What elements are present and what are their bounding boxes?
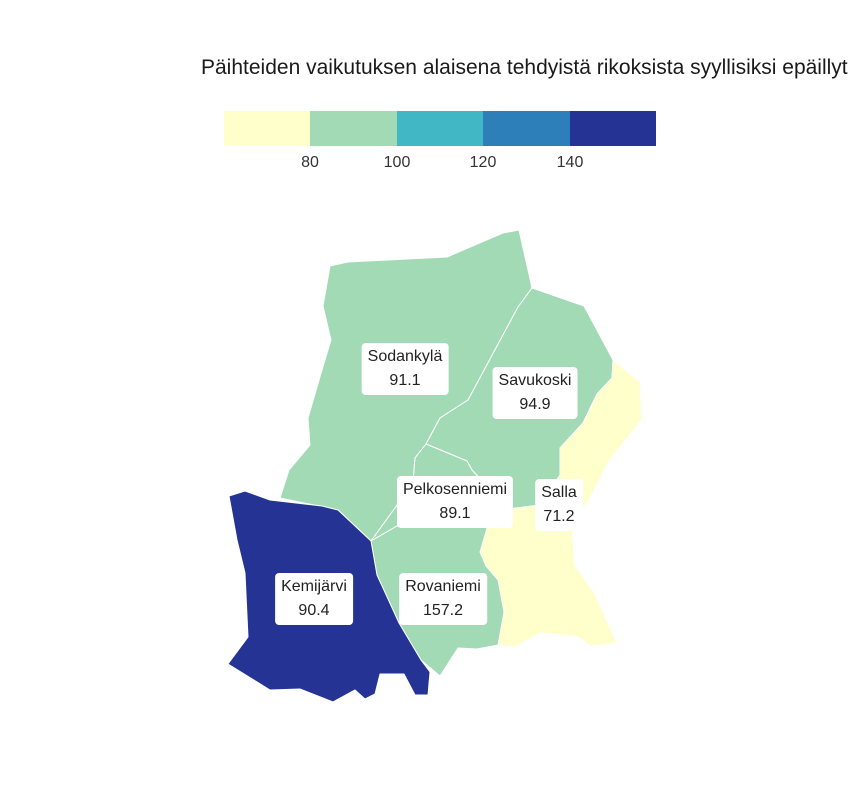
region-name: Pelkosenniemi [402,481,508,498]
label-salla: Salla 71.2 [535,479,583,531]
legend-swatch-2 [310,111,397,146]
color-legend [224,111,656,146]
region-value: 91.1 [389,372,421,389]
region-value: 157.2 [422,602,464,619]
region-name: Kemijärvi [281,578,347,595]
label-sodankyla: Sodankylä 91.1 [361,343,449,395]
legend-tick-120: 120 [469,154,497,171]
region-name: Savukoski [498,372,572,389]
legend-swatch-3 [396,111,484,146]
region-name: Rovaniemi [405,578,481,595]
legend-swatch-5 [569,111,656,146]
label-savukoski: Savukoski 94.9 [492,367,578,419]
legend-tick-80: 80 [301,154,319,171]
region-value: 94.9 [519,396,551,413]
legend-tick-100: 100 [383,154,411,171]
label-pelkosenniemi: Pelkosenniemi 89.1 [396,476,514,528]
legend-swatch-1 [224,111,311,146]
region-name: Salla [541,484,577,501]
region-value: 90.4 [298,602,330,619]
label-kemijarvi: Rovaniemi 157.2 [399,573,487,625]
legend-swatch-4 [483,111,570,146]
region-value: 71.2 [543,508,575,525]
map-title: Päihteiden vaikutuksen alaisena tehdyist… [201,56,848,79]
region-name: Sodankylä [367,348,443,365]
label-rovaniemi: Kemijärvi 90.4 [275,573,353,625]
region-value: 89.1 [439,505,471,522]
legend-tick-140: 140 [556,154,584,171]
